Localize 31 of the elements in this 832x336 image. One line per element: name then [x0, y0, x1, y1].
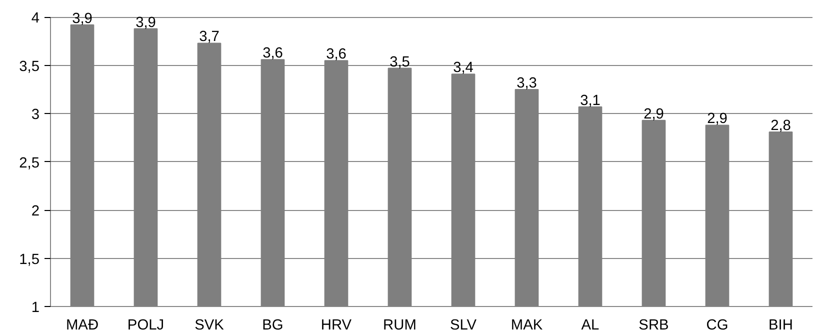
x-tick-label: CG	[706, 318, 728, 334]
data-label: 3,3	[516, 76, 537, 92]
y-tick-label: 2,5	[19, 155, 40, 172]
data-label: 3,9	[136, 14, 156, 31]
x-tick-label: BG	[262, 318, 284, 334]
y-tick-label: 3	[31, 107, 40, 124]
y-tick-label: 2	[31, 204, 40, 220]
data-label: 3,9	[72, 10, 92, 27]
data-label: 3,4	[453, 60, 474, 76]
y-tick-label: 1	[31, 300, 40, 316]
x-tick-label: POLJ	[127, 318, 164, 334]
y-tick-label: 1,5	[19, 252, 40, 268]
data-label: 3,5	[390, 54, 410, 70]
x-tick-label: SVK	[194, 318, 224, 334]
data-label: 3,6	[326, 46, 346, 63]
y-tick-label: 3,5	[19, 58, 40, 75]
x-tick-label: MAK	[510, 318, 543, 334]
x-tick-label: AL	[581, 318, 600, 334]
data-label: 3,1	[580, 92, 600, 109]
x-tick-label: HRV	[320, 318, 352, 334]
data-label: 3,6	[262, 46, 283, 62]
data-label: 2,9	[707, 111, 728, 128]
x-tick-label: RUM	[383, 318, 416, 334]
data-label: 3,7	[199, 29, 220, 46]
x-tick-label: SRB	[638, 318, 669, 334]
x-tick-label: MAĐ	[66, 318, 99, 334]
data-label: 2,9	[644, 106, 664, 122]
x-tick-label: BIH	[768, 318, 793, 334]
y-tick-label: 4	[31, 10, 40, 27]
data-label: 2,8	[770, 118, 791, 134]
x-tick-label: SLV	[450, 318, 477, 334]
